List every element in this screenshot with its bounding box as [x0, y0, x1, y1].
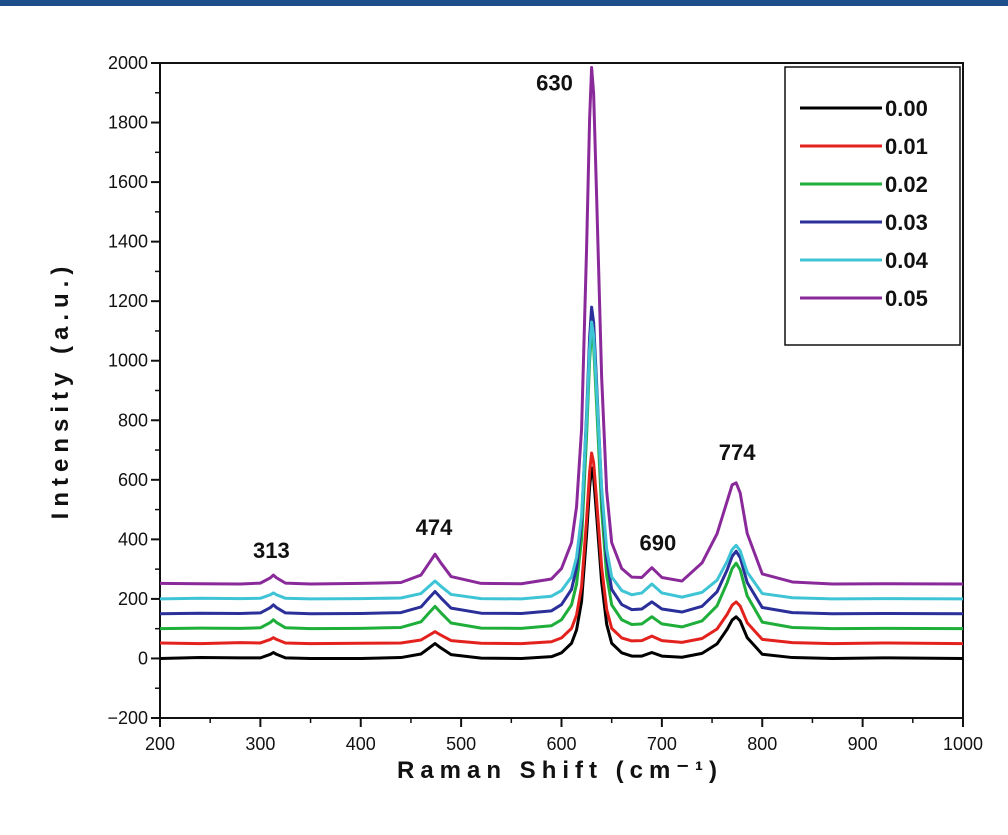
- top-bar: [0, 0, 1008, 6]
- x-tick-label: 300: [245, 734, 275, 754]
- y-tick-label: 2000: [108, 53, 148, 73]
- peak-annotation: 690: [640, 531, 677, 556]
- y-tick-label: 0: [138, 648, 148, 668]
- y-tick-label: 200: [118, 589, 148, 609]
- y-tick-label: −200: [107, 708, 148, 728]
- series-line: [159, 65, 964, 586]
- x-tick-label: 600: [546, 734, 576, 754]
- y-tick-label: 800: [118, 410, 148, 430]
- x-tick-label: 500: [446, 734, 476, 754]
- x-tick-label: 700: [647, 734, 677, 754]
- x-axis-label: Raman Shift (cm⁻¹): [397, 757, 723, 784]
- legend-label: 0.00: [885, 96, 928, 121]
- y-tick-label: 1400: [108, 232, 148, 252]
- y-tick-label: 1200: [108, 291, 148, 311]
- y-tick-label: 400: [118, 529, 148, 549]
- peak-annotation: 774: [719, 440, 756, 465]
- y-tick-label: 1000: [108, 351, 148, 371]
- x-tick-label: 400: [346, 734, 376, 754]
- peak-annotation: 474: [416, 515, 453, 540]
- legend-label: 0.03: [885, 210, 928, 235]
- x-tick-label: 1000: [943, 734, 983, 754]
- y-tick-label: 600: [118, 470, 148, 490]
- x-tick-label: 800: [747, 734, 777, 754]
- legend-label: 0.02: [885, 172, 928, 197]
- legend-label: 0.01: [885, 134, 928, 159]
- series-line: [159, 451, 964, 646]
- x-tick-label: 900: [848, 734, 878, 754]
- y-tick-label: 1800: [108, 113, 148, 133]
- x-tick-label: 200: [145, 734, 175, 754]
- peak-annotation: 313: [253, 538, 290, 563]
- series-line: [159, 320, 964, 601]
- legend-label: 0.05: [885, 286, 928, 311]
- y-axis-label: Intensity (a.u.): [47, 261, 74, 520]
- legend-label: 0.04: [885, 248, 929, 273]
- y-tick-label: 1600: [108, 172, 148, 192]
- peak-annotation: 630: [536, 70, 573, 95]
